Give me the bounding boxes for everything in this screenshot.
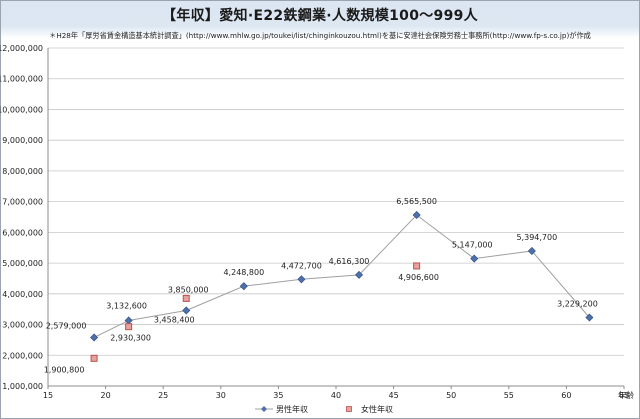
x-tick-label: 55 — [504, 391, 514, 400]
female-point-marker — [413, 262, 421, 270]
y-tick-label: 8,000,000 — [2, 167, 43, 176]
male-point-marker — [355, 270, 364, 279]
chart-subtitle: ＊H28年「厚労省賃金構造基本統計調査」(http://www.mhlw.go.… — [49, 31, 591, 40]
data-label: 4,906,600 — [398, 273, 439, 282]
female-point-marker — [90, 354, 98, 362]
y-tick-label: 3,000,000 — [2, 321, 43, 330]
data-labels: 2,579,000 3,132,600 3,458,400 4,248,800 4,47… — [44, 197, 598, 374]
x-tick-label: 60 — [561, 391, 571, 400]
legend-marker-female — [346, 406, 352, 412]
male-point-marker — [470, 254, 479, 263]
data-label: 6,565,500 — [396, 197, 437, 206]
x-tick-label: 40 — [331, 391, 341, 400]
x-tick-label: 65 — [619, 391, 629, 400]
y-tick-label: 9,000,000 — [2, 136, 43, 145]
x-tick-label: 15 — [43, 391, 53, 400]
data-label: 3,850,000 — [168, 285, 209, 294]
male-point-marker — [182, 306, 191, 315]
data-label: 1,900,800 — [44, 365, 85, 374]
female-point-marker — [182, 294, 190, 302]
male-point-marker — [412, 210, 421, 220]
series-layer — [90, 210, 594, 362]
data-label: 4,472,700 — [281, 261, 322, 270]
x-tick-label: 50 — [446, 391, 456, 400]
axes: 1,000,000 2,000,000 3,000,000 4,000,000 5,00… — [0, 44, 634, 400]
legend-marker-male — [261, 406, 267, 412]
data-label: 2,930,300 — [110, 334, 151, 343]
y-tick-label: 5,000,000 — [2, 259, 43, 268]
x-tick-label: 35 — [273, 391, 283, 400]
x-tick-label: 30 — [216, 391, 226, 400]
male-point-marker — [239, 282, 248, 291]
x-tick-label: 20 — [101, 391, 111, 400]
chart-title: 【年収】愛知·E22鉄鋼業·人数規模100～999人 — [162, 8, 478, 24]
male-point-marker — [297, 275, 306, 284]
data-label: 4,248,800 — [223, 268, 264, 277]
y-tick-label: 11,000,000 — [0, 75, 43, 84]
y-tick-label: 4,000,000 — [2, 290, 43, 299]
legend-label: 女性年収 — [361, 404, 393, 414]
data-label: 3,132,600 — [106, 301, 147, 310]
series-line-1 — [93, 214, 590, 338]
y-tick-label: 1,000,000 — [2, 382, 43, 391]
plot-area — [48, 48, 624, 386]
data-label: 3,458,400 — [154, 315, 195, 324]
data-label: 3,229,200 — [557, 300, 598, 309]
y-tick-label: 6,000,000 — [2, 228, 43, 237]
data-label: 2,579,000 — [46, 321, 87, 330]
x-tick-label: 25 — [158, 391, 168, 400]
legend-label: 男性年収 — [276, 404, 308, 414]
male-point-marker — [90, 333, 99, 342]
y-tick-label: 10,000,000 — [0, 105, 43, 114]
y-tick-label: 12,000,000 — [0, 44, 43, 53]
male-point-marker — [585, 313, 594, 322]
data-label: 4,616,300 — [329, 257, 370, 266]
legend: 男性年収 女性年収 — [255, 404, 393, 414]
y-tick-label: 2,000,000 — [2, 351, 43, 360]
data-label: 5,147,000 — [452, 241, 493, 250]
y-tick-label: 7,000,000 — [2, 198, 43, 207]
x-axis-title: 年齢 — [618, 390, 634, 400]
female-point-marker — [125, 323, 133, 331]
male-point-marker — [527, 246, 536, 255]
data-label: 5,394,700 — [516, 233, 557, 242]
x-tick-label: 45 — [389, 391, 399, 400]
